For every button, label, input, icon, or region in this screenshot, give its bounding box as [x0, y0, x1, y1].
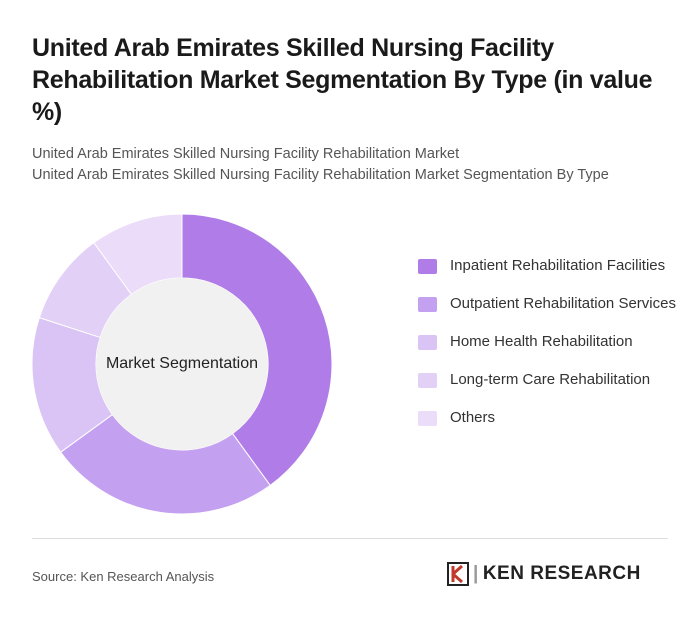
- donut-center: [96, 278, 268, 450]
- legend-swatch: [418, 297, 437, 312]
- legend-item: Home Health Rehabilitation: [418, 331, 678, 353]
- subtitle: United Arab Emirates Skilled Nursing Fac…: [32, 167, 609, 183]
- donut-chart: Market Segmentation: [31, 213, 333, 515]
- legend-label: Inpatient Rehabilitation Facilities: [450, 257, 666, 274]
- source: Source: Ken Research Analysis: [32, 569, 215, 584]
- logo-icon: [447, 562, 469, 586]
- legend-item: Inpatient Rehabilitation Facilities: [418, 255, 678, 277]
- logo-separator: |: [473, 563, 479, 584]
- legend-label: Outpatient Rehabilitation Services: [450, 295, 676, 312]
- chart-title: United Arab Emirates Skilled Nursing Fac…: [32, 34, 653, 126]
- divider: [32, 538, 668, 539]
- legend-swatch: [418, 335, 437, 350]
- legend: Inpatient Rehabilitation Facilities Outpa…: [418, 255, 678, 445]
- legend-item: Long-term Care Rehabilitation: [418, 369, 678, 391]
- subtitle: United Arab Emirates Skilled Nursing Fac…: [32, 146, 460, 162]
- legend-swatch: [418, 259, 437, 274]
- brand-logo: | KEN RESEARCH: [447, 562, 641, 586]
- legend-swatch: [418, 411, 437, 426]
- legend-label: Home Health Rehabilitation: [450, 333, 633, 350]
- legend-label: Others: [450, 409, 496, 426]
- brand-name: KEN RESEARCH: [482, 563, 641, 584]
- legend-item: Others: [418, 407, 678, 429]
- legend-item: Outpatient Rehabilitation Services: [418, 293, 678, 315]
- center-label: Market Segmentation: [106, 355, 258, 372]
- legend-swatch: [418, 373, 437, 388]
- legend-label: Long-term Care Rehabilitation: [450, 371, 651, 388]
